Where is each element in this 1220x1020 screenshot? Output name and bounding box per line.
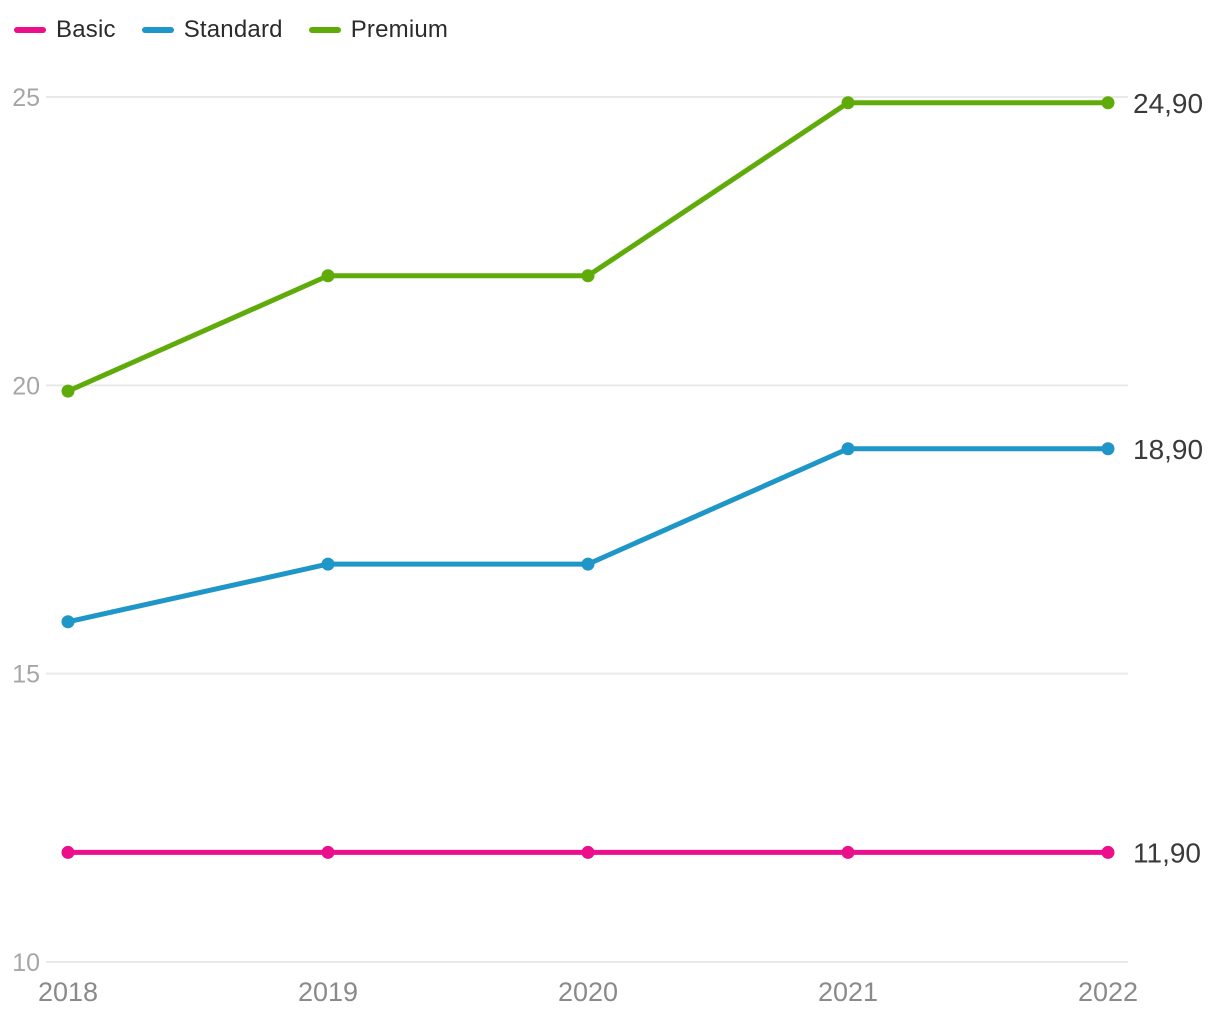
legend-item-basic: Basic	[14, 16, 116, 44]
series-line-standard	[65, 446, 1111, 625]
end-label-premium: 24,90	[1133, 88, 1203, 119]
end-label-standard: 18,90	[1133, 434, 1203, 465]
y-tick-label-25: 25	[12, 84, 40, 112]
x-tick-label-2019: 2019	[298, 977, 358, 1007]
chart-legend: Basic Standard Premium	[14, 16, 448, 44]
series-line-premium	[65, 100, 1111, 394]
legend-label-premium: Premium	[350, 16, 449, 43]
legend-swatch-basic	[14, 27, 46, 33]
legend-label-standard: Standard	[183, 16, 283, 43]
data-point-standard-2022	[1101, 442, 1115, 456]
data-point-standard-2018	[61, 615, 75, 629]
x-tick-label-2021: 2021	[818, 977, 878, 1007]
legend-swatch-premium	[308, 27, 341, 33]
data-point-basic-2018	[61, 845, 75, 859]
legend-label-basic: Basic	[56, 16, 116, 43]
y-tick-label-10: 10	[12, 949, 40, 977]
data-point-premium-2021	[841, 96, 855, 110]
data-point-premium-2018	[61, 384, 75, 398]
x-tick-label-2022: 2022	[1078, 977, 1138, 1007]
y-tick-label-20: 20	[12, 372, 40, 400]
data-point-standard-2020	[581, 557, 595, 571]
y-tick-label-15: 15	[12, 661, 40, 689]
data-point-premium-2019	[321, 269, 335, 283]
data-point-premium-2020	[581, 269, 595, 283]
end-label-basic: 11,90	[1133, 837, 1201, 868]
data-point-basic-2020	[581, 845, 595, 859]
legend-swatch-standard	[141, 27, 174, 33]
data-point-basic-2022	[1101, 845, 1115, 859]
data-point-standard-2021	[841, 442, 855, 456]
legend-item-standard: Standard	[141, 16, 283, 44]
x-tick-label-2018: 2018	[38, 977, 98, 1007]
legend-item-premium: Premium	[308, 16, 449, 44]
x-tick-label-2020: 2020	[558, 977, 618, 1007]
data-point-basic-2021	[841, 845, 855, 859]
data-point-premium-2022	[1101, 96, 1115, 110]
data-point-basic-2019	[321, 845, 335, 859]
data-point-standard-2019	[321, 557, 335, 571]
